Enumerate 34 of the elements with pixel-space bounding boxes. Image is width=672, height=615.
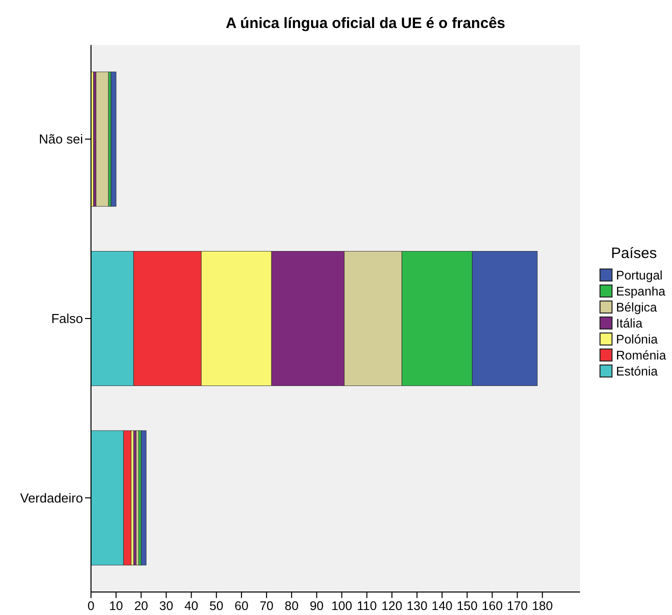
y-tick-label: Não sei [38, 132, 84, 147]
legend-label: Espanha [616, 284, 666, 298]
x-tick-label: 170 [506, 599, 528, 613]
x-tick-label: 70 [260, 599, 274, 613]
legend-label: Estónia [616, 364, 658, 378]
x-tick-label: 160 [482, 599, 503, 613]
y-tick-label: Verdadeiro [20, 490, 83, 506]
x-tick-label: 0 [88, 599, 95, 613]
legend-label: Polónia [616, 332, 658, 346]
x-tick-label: 30 [159, 599, 174, 613]
legend-title: Países [611, 245, 657, 262]
x-tick-label: 90 [310, 599, 324, 613]
bar [110, 72, 116, 207]
legend-label: Itália [616, 316, 642, 330]
bar [96, 72, 109, 207]
x-tick-label: 110 [356, 599, 377, 613]
x-tick-label: 10 [109, 599, 124, 613]
x-tick-label: 60 [234, 599, 248, 613]
chart-title: A única língua oficial da UE é o francês [226, 15, 506, 32]
x-tick-label: 50 [209, 599, 224, 613]
x-tick-label: 20 [134, 599, 148, 613]
x-tick-label: 180 [532, 599, 553, 613]
legend-label: Portugal [616, 268, 663, 282]
x-tick-label: 150 [456, 599, 478, 613]
x-tick-label: 40 [184, 599, 198, 613]
bar [140, 430, 146, 566]
legend-label: Bélgica [616, 300, 658, 314]
x-tick-label: 100 [331, 599, 352, 613]
legend-label: Roménia [616, 348, 666, 362]
x-tick-label: 130 [406, 599, 428, 613]
x-tick-label: 80 [284, 599, 299, 613]
x-tick-label: 120 [381, 599, 402, 613]
y-tick-label: Falso [51, 311, 83, 326]
x-tick-label: 140 [432, 599, 453, 613]
